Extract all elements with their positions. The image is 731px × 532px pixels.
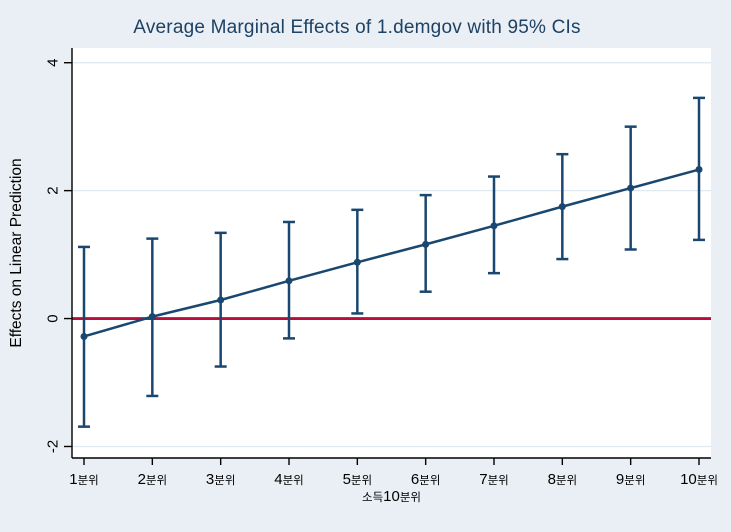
y-tick-label: 2 (45, 186, 62, 194)
effect-marker (217, 296, 225, 304)
x-axis-title-suffix: 분위 (399, 492, 422, 504)
chart-title: Average Marginal Effects of 1.demgov wit… (133, 17, 581, 38)
x-tick-label: 2분위 (138, 471, 168, 488)
x-tick-label: 10분위 (680, 471, 718, 488)
effect-marker (490, 222, 498, 230)
x-tick-label: 8분위 (548, 471, 578, 488)
effect-marker (422, 240, 430, 248)
x-tick-label: 5분위 (343, 471, 373, 488)
x-tick-label: 3분위 (206, 471, 236, 488)
x-axis-title-prefix: 소득 (361, 492, 384, 504)
x-tick-label: 6분위 (411, 471, 441, 488)
effect-marker (285, 277, 293, 285)
y-tick-label: 0 (45, 314, 62, 322)
effect-line (83, 168, 700, 338)
x-tick-label: 4분위 (274, 471, 304, 488)
x-axis-title-number: 10 (383, 488, 400, 505)
y-tick-label: 4 (45, 59, 62, 67)
effect-marker (627, 184, 635, 192)
x-tick-label: 7분위 (479, 471, 509, 488)
effect-marker (148, 313, 156, 321)
effect-marker (353, 258, 361, 266)
effect-marker (558, 203, 566, 211)
effect-marker (80, 332, 88, 340)
y-tick-label: -2 (45, 440, 62, 453)
x-tick-label: 1분위 (69, 471, 99, 488)
x-axis-title: 소득10분위 (72, 488, 711, 506)
x-tick-label: 9분위 (616, 471, 646, 488)
effect-marker (695, 166, 703, 174)
